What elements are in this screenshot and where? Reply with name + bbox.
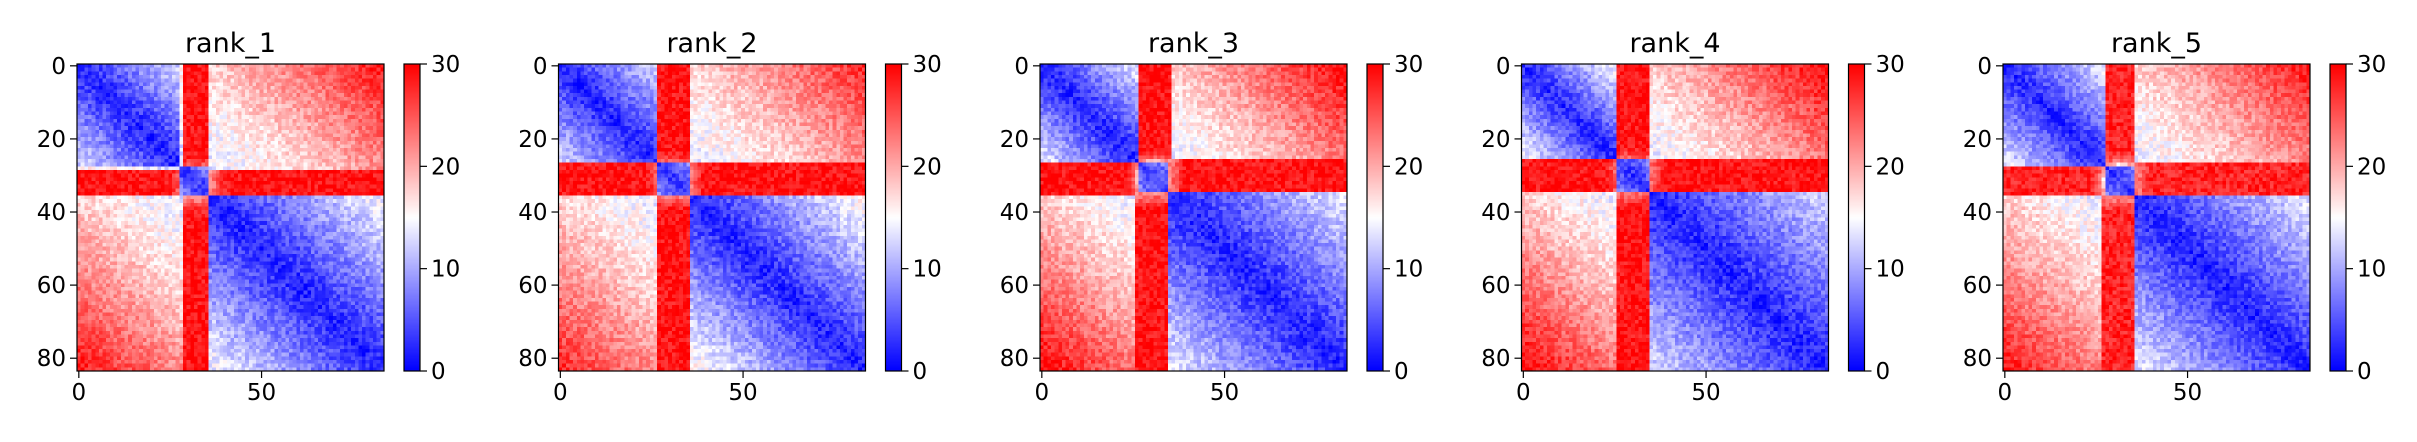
y-tick-label: 60 (1481, 273, 1510, 299)
axes-frame (76, 63, 385, 372)
y-tick-label: 40 (37, 200, 66, 226)
colorbar-gradient (404, 64, 420, 371)
colorbar-tick-label: 10 (431, 257, 460, 283)
colorbar-gradient (1848, 64, 1865, 371)
colorbar-tick-label: 10 (913, 257, 942, 283)
colorbar-tick-label: 30 (2357, 52, 2386, 78)
heatmap-image (77, 64, 384, 371)
colorbar-tick-label: 10 (1876, 257, 1905, 283)
y-tick-label: 40 (1481, 200, 1510, 226)
x-tick-label: 50 (728, 380, 757, 406)
heatmap-image (1521, 64, 1829, 371)
y-tick-label: 20 (1481, 127, 1510, 153)
colorbar-tick-label: 0 (1394, 359, 1409, 385)
colorbar-gradient (885, 64, 902, 371)
heatmap-image (1040, 64, 1347, 371)
panel-title: rank_1 (185, 28, 276, 59)
colorbar-tick-label: 30 (431, 52, 460, 78)
colorbar-tick-label: 0 (1876, 359, 1891, 385)
y-tick-label: 20 (1000, 127, 1029, 153)
colorbar-tick-label: 20 (431, 154, 460, 180)
colorbar-tick-label: 30 (1394, 52, 1423, 78)
colorbar-tick-label: 10 (2357, 257, 2386, 283)
colorbar-tick-label: 20 (2357, 154, 2386, 180)
colorbar-tick-label: 20 (1876, 154, 1905, 180)
panel-title: rank_3 (1148, 28, 1239, 59)
y-tick-label: 80 (1963, 346, 1992, 372)
x-tick-label: 50 (1210, 380, 1239, 406)
heatmap-image (558, 64, 866, 371)
colorbar-frame (1366, 63, 1384, 372)
colorbar-tick-label: 20 (1394, 154, 1423, 180)
colorbar-tick-label: 30 (1876, 52, 1905, 78)
x-tick-label: 0 (553, 380, 568, 406)
y-tick-label: 0 (51, 54, 66, 80)
x-tick-label: 0 (1516, 380, 1531, 406)
x-tick-label: 50 (1691, 380, 1720, 406)
y-tick-label: 0 (1496, 54, 1511, 80)
y-tick-label: 80 (37, 346, 66, 372)
colorbar-frame (884, 63, 903, 372)
y-tick-label: 0 (1977, 54, 1992, 80)
axes-frame (1520, 63, 1830, 372)
y-tick-label: 0 (533, 54, 548, 80)
y-tick-label: 0 (1014, 54, 1029, 80)
y-tick-label: 20 (518, 127, 547, 153)
y-tick-label: 20 (37, 127, 66, 153)
panel-title: rank_2 (666, 28, 757, 59)
x-tick-label: 50 (247, 380, 276, 406)
x-tick-label: 0 (1035, 380, 1050, 406)
y-tick-label: 40 (1963, 200, 1992, 226)
axes-frame (2002, 63, 2311, 372)
y-tick-label: 80 (1481, 346, 1510, 372)
y-tick-label: 60 (1000, 273, 1029, 299)
colorbar-tick-label: 0 (2357, 359, 2372, 385)
y-tick-label: 40 (1000, 200, 1029, 226)
y-tick-label: 80 (1000, 346, 1029, 372)
colorbar-gradient (1367, 64, 1383, 371)
y-tick-label: 40 (518, 200, 547, 226)
panel-title: rank_4 (1629, 28, 1720, 59)
colorbar-frame (2329, 63, 2347, 372)
colorbar-tick-label: 10 (1394, 257, 1423, 283)
axes-frame (1039, 63, 1348, 372)
panel-title: rank_5 (2111, 28, 2202, 59)
y-tick-label: 60 (1963, 273, 1992, 299)
y-tick-label: 60 (518, 273, 547, 299)
axes-frame (557, 63, 867, 372)
colorbar-frame (403, 63, 421, 372)
colorbar-tick-label: 0 (431, 359, 446, 385)
x-tick-label: 0 (72, 380, 87, 406)
heatmap-image (2003, 64, 2310, 371)
colorbar-tick-label: 30 (913, 52, 942, 78)
y-tick-label: 80 (518, 346, 547, 372)
x-tick-label: 0 (1998, 380, 2013, 406)
x-tick-label: 50 (2173, 380, 2202, 406)
y-tick-label: 60 (37, 273, 66, 299)
colorbar-gradient (2330, 64, 2346, 371)
y-tick-label: 20 (1963, 127, 1992, 153)
colorbar-frame (1847, 63, 1866, 372)
colorbar-tick-label: 0 (913, 359, 928, 385)
colorbar-tick-label: 20 (913, 154, 942, 180)
